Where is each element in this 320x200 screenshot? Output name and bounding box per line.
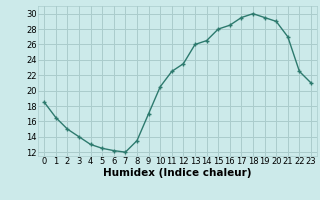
X-axis label: Humidex (Indice chaleur): Humidex (Indice chaleur)	[103, 168, 252, 178]
